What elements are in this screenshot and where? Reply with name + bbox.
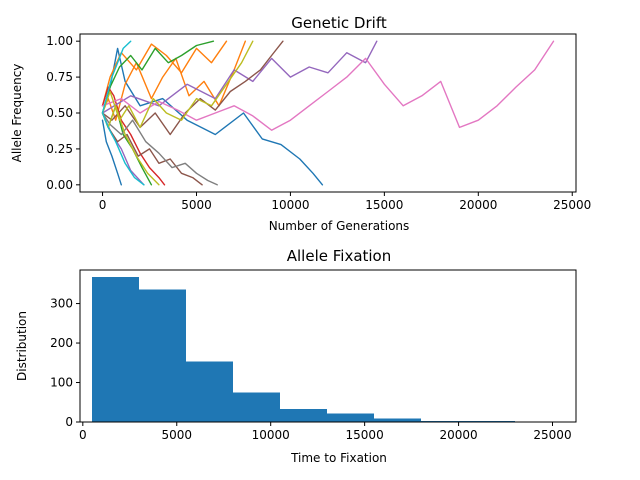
genetic-drift-panel: 0 5000 10000 15000 20000 25000 0.000.250.500.… bbox=[10, 14, 591, 233]
drift-series-group bbox=[101, 40, 555, 186]
fixation-bar-5 bbox=[280, 408, 328, 422]
fixation-x-axis-label: Time to Fixation bbox=[290, 451, 387, 465]
drift-series-line-11 bbox=[101, 112, 203, 186]
drift-series-line-16 bbox=[101, 40, 132, 114]
fixation-bars-group bbox=[92, 277, 562, 422]
fixation-x-tick-label: 25000 bbox=[533, 428, 571, 442]
drift-series-line-12 bbox=[101, 40, 555, 131]
drift-x-tick-label: 0 bbox=[99, 198, 107, 212]
drift-series-line-8 bbox=[101, 40, 378, 114]
drift-title: Genetic Drift bbox=[291, 14, 387, 32]
drift-y-tick-label: 0.25 bbox=[46, 142, 73, 156]
fixation-bar-4 bbox=[233, 392, 281, 422]
drift-series-line-13 bbox=[101, 112, 218, 186]
drift-series-line-17 bbox=[101, 112, 145, 186]
drift-series-line-14 bbox=[101, 40, 254, 129]
drift-x-ticks: 0 5000 10000 15000 20000 25000 bbox=[99, 192, 591, 212]
fixation-bar-6 bbox=[327, 413, 375, 422]
drift-x-tick-label: 15000 bbox=[365, 198, 403, 212]
fixation-bar-3 bbox=[186, 361, 234, 422]
fixation-y-ticks: 0 100 200 300 bbox=[50, 297, 80, 429]
drift-y-tick-label: 0.50 bbox=[46, 106, 73, 120]
fixation-x-tick-label: 0 bbox=[79, 428, 87, 442]
fixation-x-tick-label: 10000 bbox=[252, 428, 290, 442]
fixation-bar-7 bbox=[374, 418, 421, 422]
fixation-bar-1 bbox=[92, 277, 140, 422]
fixation-x-tick-label: 5000 bbox=[161, 428, 192, 442]
fixation-x-ticks: 0 5000 10000 15000 20000 25000 bbox=[79, 422, 572, 442]
fixation-y-tick-label: 300 bbox=[50, 297, 73, 311]
drift-y-tick-label: 1.00 bbox=[46, 34, 73, 48]
fixation-y-tick-label: 200 bbox=[50, 336, 73, 350]
fixation-axes-frame bbox=[79, 269, 577, 423]
fixation-x-tick-label: 15000 bbox=[346, 428, 384, 442]
drift-x-tick-label: 20000 bbox=[459, 198, 497, 212]
drift-series-line-5 bbox=[101, 40, 215, 114]
fixation-bar-8 bbox=[421, 420, 468, 422]
drift-series-line-3 bbox=[101, 40, 228, 107]
drift-series-line-10 bbox=[101, 40, 284, 136]
allele-fixation-panel: 0 5000 10000 15000 20000 25000 0 100 200 300 All… bbox=[15, 247, 577, 465]
fixation-bar-2 bbox=[139, 289, 187, 422]
drift-series-line-1 bbox=[101, 47, 324, 186]
drift-y-tick-label: 0.75 bbox=[46, 70, 73, 84]
drift-x-axis-label: Number of Generations bbox=[269, 219, 410, 233]
drift-series-line-2 bbox=[101, 119, 123, 186]
drift-x-tick-label: 25000 bbox=[553, 198, 591, 212]
fixation-x-tick-label: 20000 bbox=[439, 428, 477, 442]
drift-series-line-7 bbox=[101, 86, 166, 186]
fixation-title: Allele Fixation bbox=[287, 247, 392, 265]
drift-y-ticks: 0.00 0.25 0.50 0.75 1.00 bbox=[46, 34, 80, 192]
fixation-y-tick-label: 0 bbox=[65, 415, 73, 429]
fixation-y-tick-label: 100 bbox=[50, 376, 73, 390]
drift-y-tick-label: 0.00 bbox=[46, 178, 73, 192]
drift-x-tick-label: 10000 bbox=[271, 198, 309, 212]
drift-x-tick-label: 5000 bbox=[181, 198, 212, 212]
fixation-y-axis-label: Distribution bbox=[15, 311, 29, 381]
drift-y-axis-label: Allele Frequency bbox=[10, 64, 24, 163]
